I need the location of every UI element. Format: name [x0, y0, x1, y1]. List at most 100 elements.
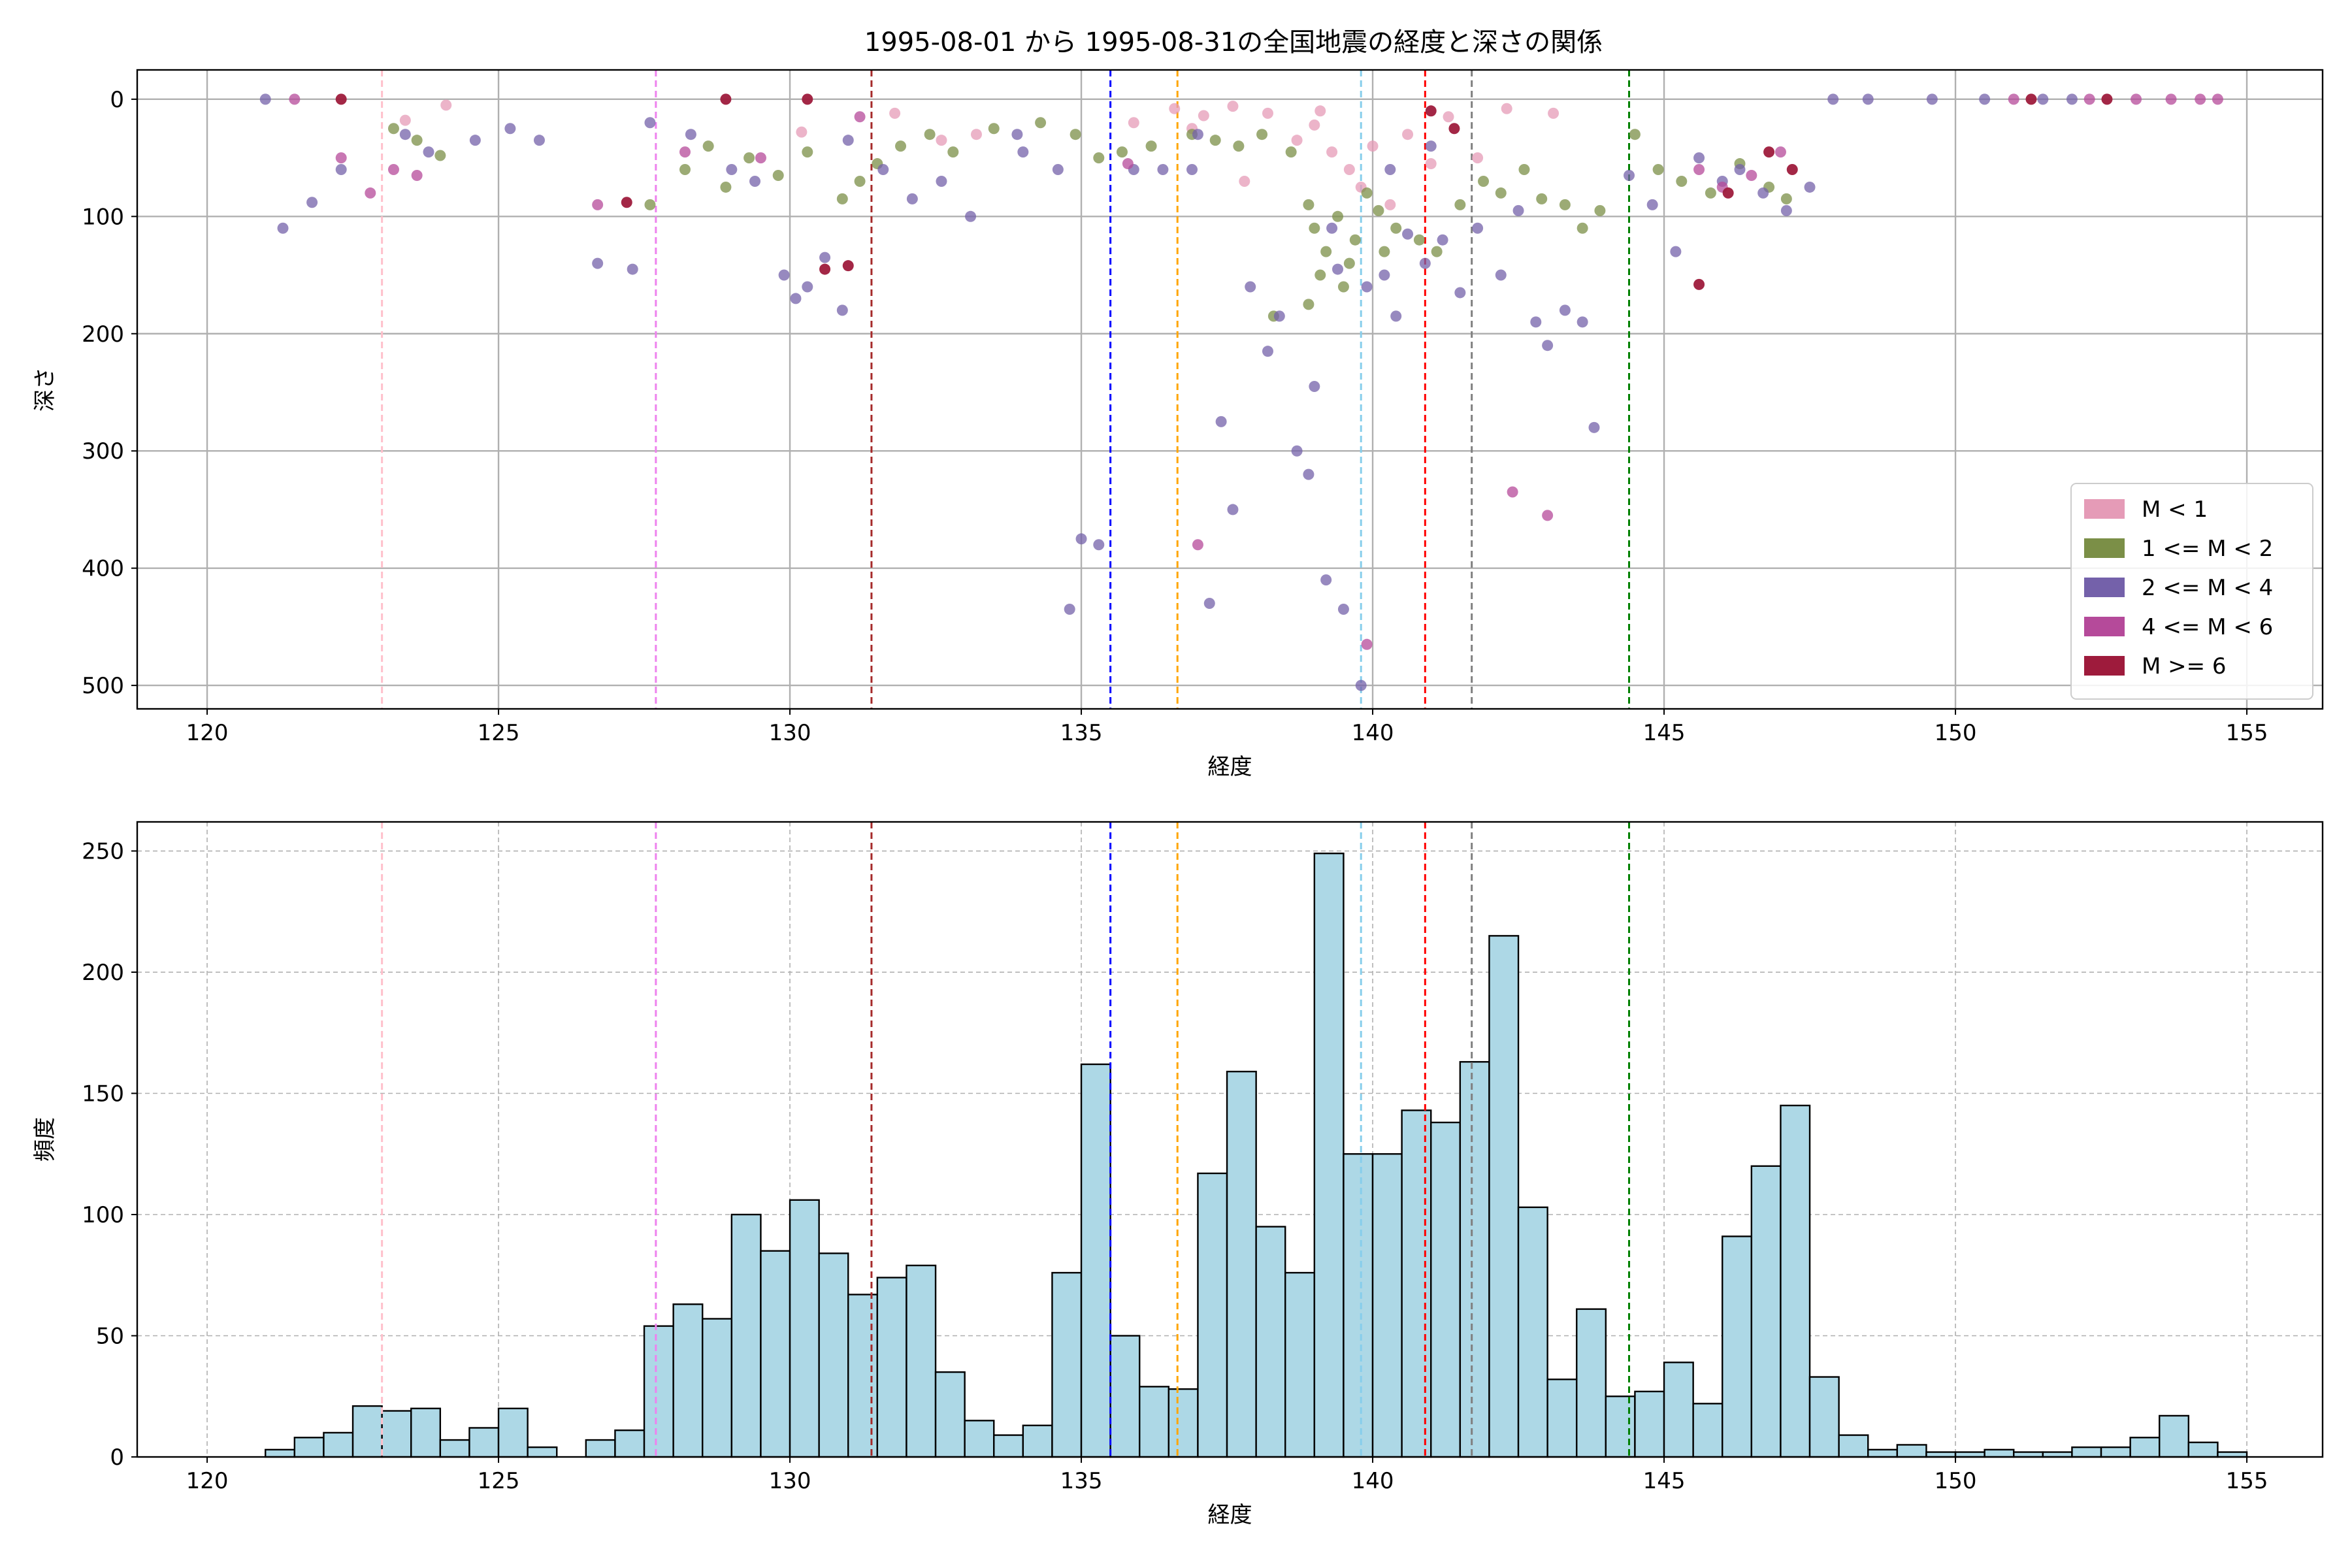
histogram-bar [1984, 1448, 2015, 1458]
y-tick-label: 500 [82, 673, 124, 699]
data-point [895, 140, 907, 152]
series-4 [335, 93, 2113, 290]
data-point [906, 193, 918, 204]
histogram-bar [1401, 1109, 1432, 1458]
x-axis-label: 経度 [1208, 1502, 1252, 1528]
data-point [1670, 246, 1682, 257]
data-point [1309, 381, 1320, 393]
data-point [1780, 193, 1792, 204]
histogram-bar [1780, 1104, 1811, 1458]
legend-label: 1 <= M < 2 [2142, 536, 2273, 562]
histogram-bar [2129, 1437, 2161, 1458]
histogram-bar [789, 1199, 820, 1458]
data-point [1624, 170, 1635, 182]
data-point [1320, 246, 1332, 257]
data-point [1355, 679, 1367, 691]
y-axis-label: 深さ [32, 367, 58, 412]
histogram-bar [293, 1437, 325, 1458]
data-point [1186, 164, 1198, 176]
data-point [1478, 175, 1490, 187]
data-point [1542, 340, 1554, 351]
data-point [1373, 204, 1384, 216]
histogram-bar [964, 1420, 995, 1458]
data-point [842, 135, 854, 146]
y-tick-label: 0 [110, 1445, 124, 1471]
data-point [1425, 105, 1437, 117]
data-point [1419, 257, 1431, 269]
data-point [1262, 107, 1273, 119]
data-point [720, 181, 732, 193]
data-point [1198, 110, 1209, 122]
legend-swatch [2084, 656, 2125, 676]
data-point [469, 135, 481, 146]
histogram-bars [265, 853, 2248, 1458]
data-point [947, 146, 959, 158]
y-tick-label: 400 [82, 556, 124, 582]
data-point [970, 129, 982, 140]
data-point [1303, 199, 1315, 210]
data-point [1326, 146, 1338, 158]
data-point [1145, 140, 1157, 152]
data-point [289, 93, 301, 105]
data-point [1530, 316, 1542, 328]
data-point [1413, 234, 1425, 246]
data-point [423, 146, 434, 158]
data-point [2008, 93, 2019, 105]
histogram-bar [1284, 1271, 1316, 1458]
data-point [1035, 117, 1047, 129]
histogram-bar [497, 1407, 529, 1458]
histogram-bar [876, 1277, 907, 1458]
histogram-bar [1722, 1235, 1753, 1458]
data-point [1705, 187, 1716, 199]
data-point [889, 107, 901, 119]
data-point [1827, 93, 1839, 105]
data-point [627, 263, 638, 275]
data-point [1495, 269, 1507, 281]
series-2 [259, 93, 2078, 691]
legend-label: 2 <= M < 4 [2142, 575, 2273, 601]
data-point [1576, 222, 1588, 234]
legend-label: M < 1 [2142, 497, 2208, 523]
legend: M < 1 1 <= M < 2 2 <= M < 4 4 <= M < 6 M >= … [2070, 483, 2313, 700]
axis-ticks: 120 125 130 135 140 145 150 155 0 50 100 150 200 250 [82, 839, 2268, 1494]
data-point [1734, 164, 1746, 176]
x-tick-label: 155 [2226, 720, 2268, 746]
data-point [1332, 263, 1344, 275]
y-axis-label: 頻度 [32, 1117, 58, 1162]
data-point [592, 257, 604, 269]
data-point [924, 129, 936, 140]
data-point [1361, 638, 1373, 650]
legend-label: 4 <= M < 6 [2142, 614, 2273, 640]
x-tick-label: 125 [478, 1468, 520, 1494]
data-point [802, 93, 813, 105]
data-point [335, 152, 347, 164]
y-tick-label: 250 [82, 839, 124, 865]
data-point [434, 150, 446, 161]
histogram-bar [265, 1448, 296, 1458]
data-point [1652, 164, 1664, 176]
histogram-bar [614, 1429, 645, 1458]
data-point [1548, 107, 1560, 119]
data-point [802, 281, 813, 293]
data-point [1309, 119, 1320, 131]
histogram-bar [934, 1371, 966, 1458]
x-axis-label: 経度 [1208, 754, 1252, 780]
data-point [743, 152, 755, 164]
data-point [1518, 164, 1530, 176]
data-point [644, 117, 656, 129]
data-point [1926, 93, 1938, 105]
x-tick-label: 130 [769, 720, 811, 746]
data-point [1017, 146, 1029, 158]
x-tick-label: 120 [186, 1468, 229, 1494]
data-point [277, 222, 289, 234]
data-point [1011, 129, 1023, 140]
data-point [1431, 246, 1443, 257]
legend-label: M >= 6 [2142, 653, 2227, 679]
histogram-bar [2187, 1441, 2219, 1458]
data-point [726, 164, 738, 176]
data-point [936, 175, 947, 187]
data-point [533, 135, 545, 146]
data-point [1693, 164, 1705, 176]
histogram-bar [1750, 1165, 1782, 1458]
